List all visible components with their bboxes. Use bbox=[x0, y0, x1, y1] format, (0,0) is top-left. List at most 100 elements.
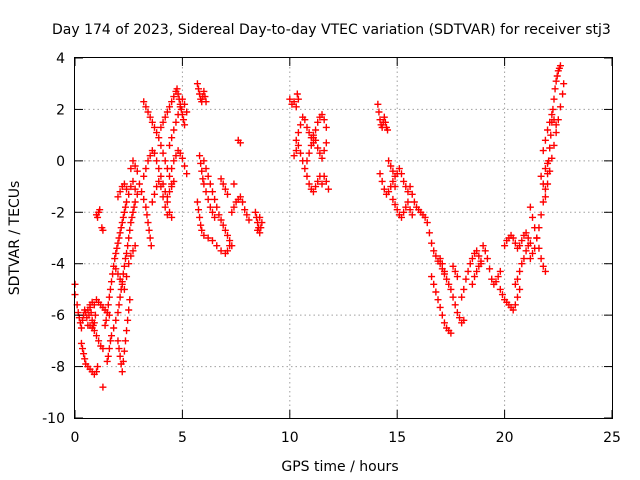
data-point bbox=[81, 355, 89, 363]
data-point bbox=[90, 327, 98, 335]
data-point bbox=[131, 198, 139, 206]
data-point bbox=[556, 103, 564, 111]
data-point bbox=[529, 249, 537, 257]
data-point bbox=[423, 219, 431, 227]
data-point bbox=[106, 285, 114, 293]
data-points bbox=[71, 62, 568, 391]
data-point bbox=[140, 98, 148, 106]
data-point bbox=[143, 211, 151, 219]
data-point bbox=[438, 311, 446, 319]
data-point bbox=[142, 165, 150, 173]
data-point bbox=[131, 162, 139, 170]
data-point bbox=[297, 121, 305, 129]
data-point bbox=[560, 80, 568, 88]
data-point bbox=[307, 141, 315, 149]
data-point bbox=[509, 234, 517, 242]
data-point bbox=[228, 242, 236, 250]
data-point bbox=[462, 275, 470, 283]
data-point bbox=[496, 267, 504, 275]
data-point bbox=[125, 190, 133, 198]
data-point bbox=[466, 260, 474, 268]
data-point bbox=[170, 126, 178, 134]
data-point bbox=[157, 183, 165, 191]
data-point bbox=[208, 237, 216, 245]
data-point bbox=[537, 211, 545, 219]
data-point bbox=[204, 195, 212, 203]
data-point bbox=[166, 103, 174, 111]
data-point bbox=[531, 244, 539, 252]
data-point bbox=[127, 219, 135, 227]
data-point bbox=[196, 213, 204, 221]
data-point bbox=[449, 262, 457, 270]
data-point bbox=[153, 129, 161, 137]
data-point bbox=[125, 306, 133, 314]
data-point bbox=[121, 203, 129, 211]
data-point bbox=[318, 111, 326, 119]
data-point bbox=[196, 152, 204, 160]
data-point bbox=[168, 134, 176, 142]
data-point bbox=[509, 306, 517, 314]
data-point bbox=[539, 180, 547, 188]
data-point bbox=[464, 267, 472, 275]
data-point bbox=[157, 123, 165, 131]
data-point bbox=[541, 165, 549, 173]
data-point bbox=[211, 213, 219, 221]
data-point bbox=[376, 170, 384, 178]
data-point bbox=[496, 285, 504, 293]
data-point bbox=[312, 126, 320, 134]
data-point bbox=[384, 126, 392, 134]
data-point bbox=[309, 188, 317, 196]
data-point bbox=[529, 213, 537, 221]
data-point bbox=[198, 167, 206, 175]
data-point bbox=[92, 332, 100, 340]
data-point bbox=[552, 121, 560, 129]
data-point bbox=[142, 203, 150, 211]
data-point bbox=[322, 177, 330, 185]
data-point bbox=[90, 319, 98, 327]
data-point bbox=[453, 273, 461, 281]
data-point bbox=[400, 177, 408, 185]
data-point bbox=[391, 183, 399, 191]
data-point bbox=[200, 87, 208, 95]
data-point bbox=[393, 206, 401, 214]
data-point bbox=[176, 103, 184, 111]
data-point bbox=[312, 183, 320, 191]
y-tick-label: 0 bbox=[56, 154, 65, 170]
data-point bbox=[99, 345, 107, 353]
data-point bbox=[320, 147, 328, 155]
data-point bbox=[199, 175, 207, 183]
data-point bbox=[458, 293, 466, 301]
data-point bbox=[228, 208, 236, 216]
data-point bbox=[198, 226, 206, 234]
data-point bbox=[546, 118, 554, 126]
data-point bbox=[150, 149, 158, 157]
data-point bbox=[103, 357, 111, 365]
data-point bbox=[183, 170, 191, 178]
data-point bbox=[322, 123, 330, 131]
data-point bbox=[406, 206, 414, 214]
data-point bbox=[445, 280, 453, 288]
data-point bbox=[546, 167, 554, 175]
data-point bbox=[213, 242, 221, 250]
data-point bbox=[320, 172, 328, 180]
y-tick-label: -8 bbox=[51, 360, 65, 376]
data-point bbox=[108, 332, 116, 340]
data-point bbox=[305, 149, 313, 157]
data-point bbox=[548, 154, 556, 162]
data-point bbox=[144, 157, 152, 165]
data-point bbox=[404, 188, 412, 196]
data-point bbox=[202, 188, 210, 196]
data-point bbox=[157, 141, 165, 149]
data-point bbox=[99, 383, 107, 391]
data-point bbox=[318, 154, 326, 162]
data-point bbox=[224, 190, 232, 198]
data-point bbox=[511, 239, 519, 247]
data-point bbox=[129, 157, 137, 165]
data-point bbox=[375, 108, 383, 116]
data-point bbox=[116, 275, 124, 283]
data-point bbox=[181, 100, 189, 108]
data-point bbox=[206, 180, 214, 188]
data-point bbox=[391, 201, 399, 209]
data-point bbox=[102, 316, 110, 324]
data-point bbox=[116, 229, 124, 237]
